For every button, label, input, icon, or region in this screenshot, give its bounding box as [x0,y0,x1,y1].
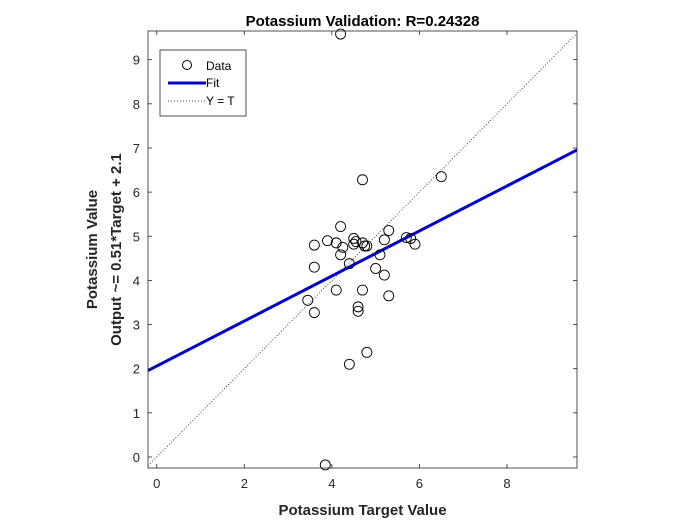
data-point [357,284,368,296]
data-point [357,174,368,186]
data-point [405,233,417,244]
data-point [359,240,371,252]
x-tick-label: 0 [153,476,160,491]
data-point [343,258,355,270]
plot-frame [147,30,578,469]
y-tick-label: 1 [133,406,140,421]
data-point [308,261,320,273]
data-point [378,269,390,281]
x-tick-label: 6 [416,476,423,491]
y-tick-label: 5 [133,229,140,244]
data-point [383,290,395,302]
y-tick-label: 7 [133,141,140,156]
y-tick-label: 8 [133,97,140,112]
legend-label-fit: Fit [206,76,220,90]
fit-line [148,148,577,372]
data-point [400,232,412,244]
y-axis-ticks: 0 1 2 3 4 5 6 7 8 9 [133,53,577,465]
legend-label-y-equals-t: Y = T [206,94,235,108]
data-point [378,234,390,246]
identity-line [148,32,577,467]
x-tick-label: 2 [241,476,248,491]
data-point [348,233,360,244]
data-point [361,346,373,358]
y-tick-label: 9 [133,53,140,68]
lines-layer [148,32,577,467]
y-axis-label-line1: Potassium Value [84,190,101,309]
data-point [370,263,382,274]
x-tick-label: 8 [503,476,510,491]
data-point [319,459,331,471]
y-tick-label: 3 [133,318,140,333]
x-axis-ticks: 0 2 4 6 8 [153,31,511,491]
x-tick-label: 4 [328,476,335,491]
data-point [352,305,364,317]
markers-layer [302,28,447,471]
data-point [330,284,342,296]
data-point [409,238,421,250]
data-point [335,221,347,232]
legend-marker-data [182,60,192,70]
legend: Data Fit Y = T [159,49,247,117]
data-point [350,236,362,248]
data-point [330,237,342,249]
data-point [383,225,395,236]
legend-label-data: Data [206,59,232,73]
data-point [357,237,368,249]
data-point [308,239,320,251]
data-point [302,294,314,306]
y-tick-label: 4 [133,273,140,288]
data-point [352,301,364,313]
x-axis-label: Potassium Target Value [278,502,446,519]
data-point [348,238,360,250]
data-point [435,171,447,183]
data-point [322,235,333,247]
data-point [374,249,386,261]
y-tick-label: 0 [133,450,140,465]
y-axis-label-line2: Output ~= 0.51*Target + 2.1 [108,153,125,346]
y-tick-label: 6 [133,185,140,200]
data-point [343,358,355,370]
y-tick-label: 2 [133,362,140,377]
data-point [335,28,347,40]
chart-title: Potassium Validation: R=0.24328 [246,13,480,30]
data-point [335,249,347,261]
data-point [308,307,320,319]
